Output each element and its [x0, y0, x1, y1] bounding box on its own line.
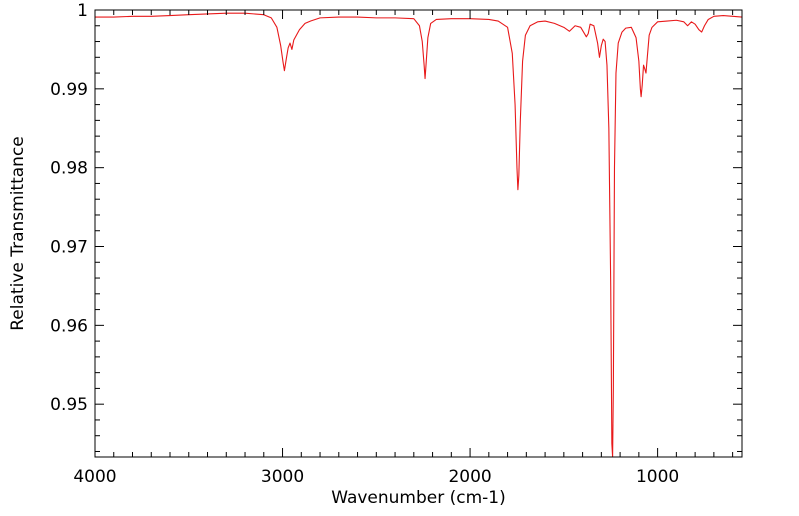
y-tick-label: 0.95: [50, 395, 88, 415]
y-tick-label: 0.98: [50, 159, 88, 179]
plot-area: [94, 9, 743, 458]
tick-labels: 4000 3000 2000 1000 1 0.99 0.98 0.97 0.96 0.95: [50, 1, 679, 487]
y-tick-label: 1: [77, 1, 88, 21]
x-tick-label: 4000: [73, 467, 116, 487]
y-axis-label: Relative Transmittance: [8, 136, 28, 331]
series-line-0: [95, 12, 742, 457]
x-tick-label: 2000: [448, 467, 491, 487]
y-tick-label: 0.96: [50, 316, 88, 336]
plot-frame: [94, 9, 743, 458]
x-axis-label: Wavenumber (cm-1): [331, 488, 506, 508]
y-tick-label: 0.97: [50, 238, 88, 258]
x-tick-label: 1000: [636, 467, 679, 487]
y-tick-label: 0.99: [50, 80, 88, 100]
x-tick-label: 3000: [261, 467, 304, 487]
axis-ticks: [94, 9, 742, 457]
